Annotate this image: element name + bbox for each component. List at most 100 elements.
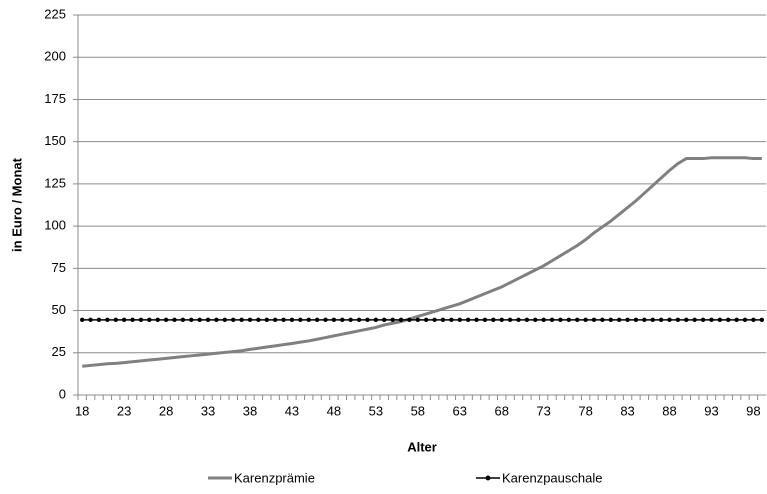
marker xyxy=(440,317,446,323)
x-tick-label: 43 xyxy=(285,403,299,418)
marker xyxy=(113,317,118,323)
marker xyxy=(155,317,160,323)
marker xyxy=(675,317,681,323)
x-tick-label: 63 xyxy=(453,403,467,418)
marker xyxy=(507,317,513,323)
y-axis-label: in Euro / Monat xyxy=(9,157,24,252)
marker xyxy=(583,317,588,323)
marker xyxy=(79,317,85,323)
marker xyxy=(340,317,345,323)
x-tick-label: 68 xyxy=(494,403,508,418)
marker xyxy=(205,317,211,323)
marker xyxy=(667,317,672,323)
marker xyxy=(608,317,613,323)
marker xyxy=(516,317,521,323)
marker xyxy=(465,317,471,323)
marker xyxy=(239,317,244,323)
marker xyxy=(474,317,479,323)
marker xyxy=(382,317,387,323)
marker xyxy=(642,317,647,323)
marker xyxy=(591,317,597,323)
legend-label: Karenzpauschale xyxy=(502,470,602,485)
marker xyxy=(365,317,370,323)
marker xyxy=(575,317,580,323)
marker xyxy=(415,317,421,323)
x-tick-label: 38 xyxy=(243,403,257,418)
y-tick-label: 175 xyxy=(44,91,66,106)
x-tick-label: 88 xyxy=(662,403,676,418)
marker xyxy=(390,317,395,323)
x-tick-label: 33 xyxy=(201,403,215,418)
marker xyxy=(214,317,219,323)
marker xyxy=(180,317,186,323)
marker xyxy=(356,317,362,323)
marker xyxy=(558,317,563,323)
marker xyxy=(256,317,261,323)
legend-label: Karenzprämie xyxy=(234,470,315,485)
x-tick-label: 93 xyxy=(704,403,718,418)
marker xyxy=(524,317,530,323)
marker xyxy=(709,317,714,323)
marker xyxy=(96,317,102,323)
marker xyxy=(759,317,765,323)
marker xyxy=(289,317,295,323)
marker xyxy=(373,317,379,323)
marker xyxy=(600,317,605,323)
marker xyxy=(272,317,278,323)
y-tick-label: 125 xyxy=(44,175,66,190)
marker xyxy=(726,317,731,323)
x-tick-label: 78 xyxy=(578,403,592,418)
marker xyxy=(281,317,286,323)
marker xyxy=(449,317,454,323)
marker xyxy=(247,317,253,323)
x-axis-label: Alter xyxy=(407,439,437,454)
marker xyxy=(541,317,546,323)
marker xyxy=(742,317,748,323)
y-tick-label: 225 xyxy=(44,6,66,21)
x-tick-label: 48 xyxy=(327,403,341,418)
marker xyxy=(616,317,622,323)
x-tick-label: 18 xyxy=(75,403,89,418)
marker xyxy=(298,317,303,323)
marker xyxy=(717,317,723,323)
x-tick-label: 58 xyxy=(411,403,425,418)
marker xyxy=(482,317,488,323)
marker xyxy=(692,317,697,323)
y-tick-label: 75 xyxy=(52,260,66,275)
y-tick-label: 100 xyxy=(44,218,66,233)
y-tick-label: 50 xyxy=(52,302,66,317)
y-tick-label: 150 xyxy=(44,133,66,148)
marker xyxy=(650,317,655,323)
marker xyxy=(88,317,93,323)
y-tick-label: 0 xyxy=(59,386,66,401)
marker xyxy=(306,317,311,323)
marker xyxy=(684,317,689,323)
marker xyxy=(147,317,152,323)
marker xyxy=(432,317,437,323)
marker xyxy=(121,317,127,323)
x-tick-label: 28 xyxy=(159,403,173,418)
y-tick-label: 25 xyxy=(52,344,66,359)
x-tick-label: 83 xyxy=(620,403,634,418)
marker xyxy=(566,317,572,323)
x-tick-label: 98 xyxy=(746,403,760,418)
marker xyxy=(189,317,194,323)
marker xyxy=(398,317,404,323)
marker xyxy=(734,317,739,323)
marker xyxy=(407,317,412,323)
marker xyxy=(491,317,496,323)
marker xyxy=(348,317,353,323)
series-line xyxy=(82,156,762,368)
marker xyxy=(700,317,706,323)
marker xyxy=(423,317,429,323)
marker xyxy=(533,317,538,323)
marker xyxy=(658,317,664,323)
marker xyxy=(138,317,144,323)
marker xyxy=(331,317,337,323)
marker xyxy=(231,317,236,323)
marker xyxy=(499,317,504,323)
marker xyxy=(163,317,169,323)
marker xyxy=(314,317,320,323)
marker xyxy=(625,317,630,323)
